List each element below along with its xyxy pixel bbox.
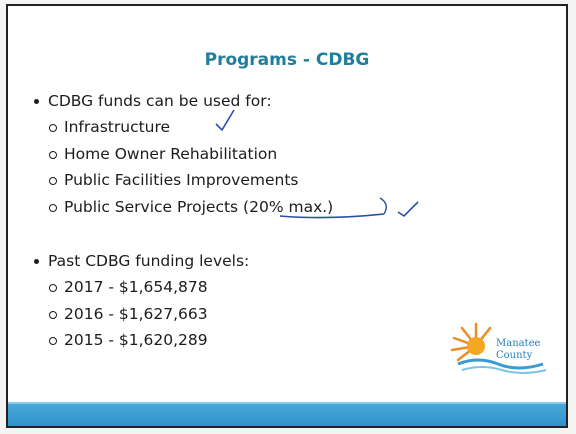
handwritten-marks [215,109,419,219]
sub-item: 2015 - $1,620,289 [34,327,249,354]
footer-bar [8,402,566,426]
sub-item: 2016 - $1,627,663 [34,301,249,328]
sub-item: Public Facilities Improvements [34,167,333,194]
logo-graphic [450,322,547,374]
bullet-text: CDBG funds can be used for: [34,88,333,114]
logo-text: Manatee County [496,338,541,361]
sub-item: Public Service Projects (20% max.) [34,194,333,221]
sub-item: 2017 - $1,654,878 [34,274,249,301]
section: Past CDBG funding levels: 2017 - $1,654,8… [34,248,249,354]
section: CDBG funds can be used for: Infrastructur… [34,88,333,220]
slide: Programs - CDBG CDBG funds can be used f… [6,4,568,428]
sub-item: Infrastructure [34,114,333,141]
sub-item: Home Owner Rehabilitation [34,141,333,168]
slide-title: Programs - CDBG [204,50,370,70]
bullet-text: Past CDBG funding levels: [34,248,249,274]
